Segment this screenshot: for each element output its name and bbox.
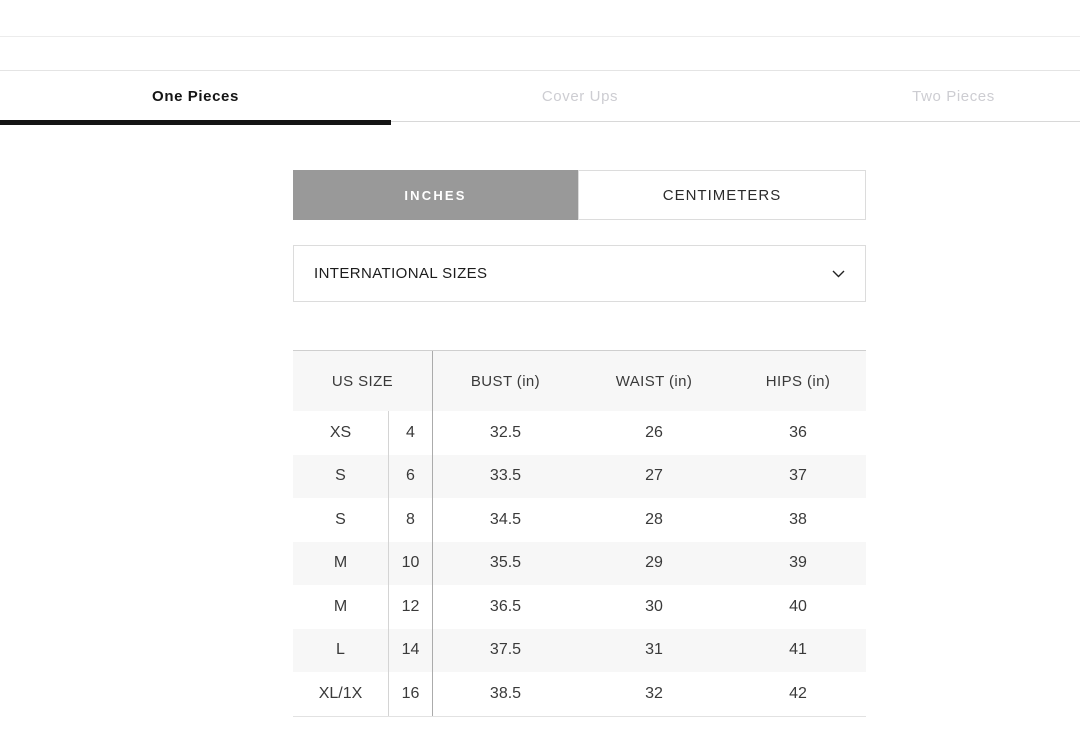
table-row: XS 4 32.5 26 36 [293,411,866,455]
header-us-size: US SIZE [293,351,433,411]
tab-two-pieces[interactable]: Two Pieces [912,87,995,105]
cell-us-letter: L [293,628,389,672]
inches-button[interactable]: INCHES [293,170,578,220]
cell-bust: 37.5 [489,641,522,659]
size-table-header: US SIZE BUST (in) WAIST (in) HIPS (in) [293,351,866,411]
unit-toggle: INCHES CENTIMETERS [293,170,866,220]
header-hips: HIPS (in) [765,372,831,390]
table-row: S 6 33.5 27 37 [293,454,866,498]
cell-us-letter: M [293,585,389,629]
cell-waist: 32 [645,684,663,702]
cell-bust: 34.5 [489,510,522,528]
cell-bust: 35.5 [489,554,522,572]
table-row: S 8 34.5 28 38 [293,498,866,542]
cell-us-number: 10 [389,541,433,585]
cell-waist: 31 [645,641,663,659]
header-bust: BUST (in) [470,372,541,390]
cell-hips: 37 [789,467,807,485]
cell-us-letter: M [293,541,389,585]
cell-hips: 39 [789,554,807,572]
cell-us-number: 14 [389,628,433,672]
category-tabs: One Pieces Cover Ups Two Pieces [0,70,1080,125]
cell-waist: 26 [645,423,663,441]
cell-waist: 29 [645,554,663,572]
cell-bust: 38.5 [489,684,522,702]
table-row: XL/1X 16 38.5 32 42 [293,672,866,716]
table-row: M 10 35.5 29 39 [293,541,866,585]
size-table-body: XS 4 32.5 26 36 S 6 33.5 27 37 S 8 34.5 … [293,411,866,716]
tab-cover-ups[interactable]: Cover Ups [541,87,619,105]
cell-hips: 38 [789,510,807,528]
centimeters-button[interactable]: CENTIMETERS [578,170,866,220]
table-row: L 14 37.5 31 41 [293,628,866,672]
cell-us-number: 8 [389,498,433,542]
cell-us-letter: XL/1X [293,672,389,716]
cell-us-letter: S [293,498,389,542]
cell-us-number: 4 [389,411,433,455]
cell-waist: 27 [645,467,663,485]
size-table: US SIZE BUST (in) WAIST (in) HIPS (in) X… [293,350,866,717]
cell-bust: 36.5 [489,597,522,615]
dropdown-label: INTERNATIONAL SIZES [314,265,488,282]
table-row: M 12 36.5 30 40 [293,585,866,629]
cell-us-number: 6 [389,454,433,498]
cell-bust: 33.5 [489,467,522,485]
cell-waist: 30 [645,597,663,615]
cell-us-number: 12 [389,585,433,629]
cell-us-letter: XS [293,411,389,455]
cell-us-letter: S [293,454,389,498]
header-waist: WAIST (in) [615,372,693,390]
cell-hips: 36 [789,423,807,441]
tab-one-pieces[interactable]: One Pieces [0,71,391,125]
cell-hips: 40 [789,597,807,615]
cell-us-number: 16 [389,672,433,716]
international-sizes-dropdown[interactable]: INTERNATIONAL SIZES [293,245,866,302]
cell-hips: 41 [789,641,807,659]
cell-waist: 28 [645,510,663,528]
cell-hips: 42 [789,684,807,702]
cell-bust: 32.5 [489,423,522,441]
top-divider [0,36,1080,37]
chevron-down-icon [832,270,845,278]
